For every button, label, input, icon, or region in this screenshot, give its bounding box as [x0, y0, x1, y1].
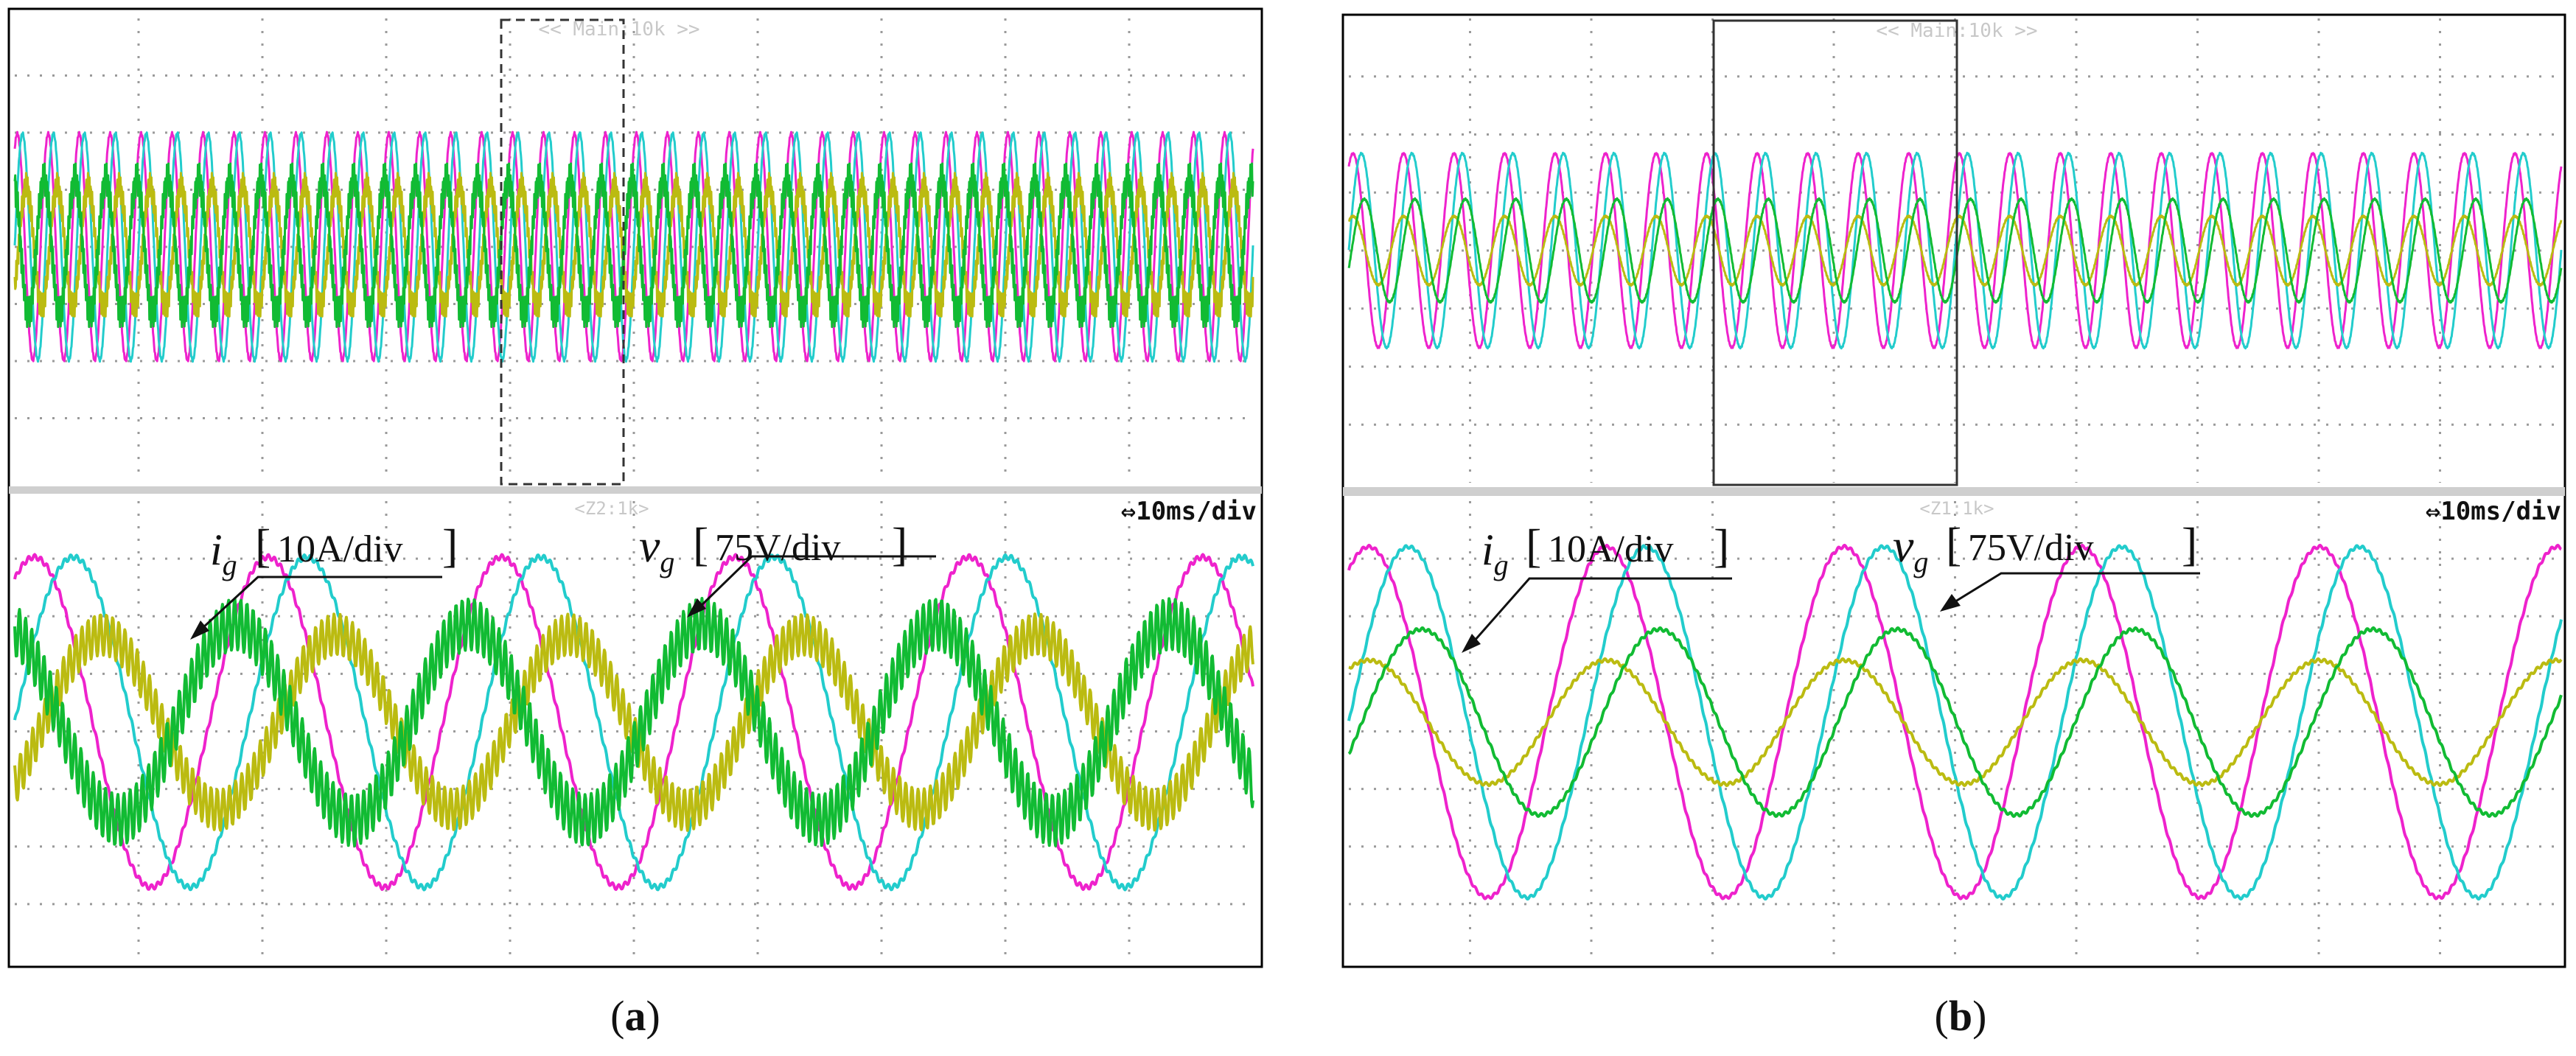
panel-b-current-sub: g	[1494, 548, 1509, 581]
svg-text:[: [	[693, 518, 708, 570]
panel-b-main-grid	[1349, 18, 2561, 483]
panel-b-current-arrowhead	[1462, 634, 1481, 653]
svg-text:ig: ig	[1481, 525, 1509, 581]
trace-v-g-phase-2	[1347, 151, 2563, 350]
trace-i-g-phase-2	[13, 597, 1254, 847]
panel-a-voltage-arrowhead	[687, 598, 706, 618]
trace-v-g-phase-1	[1347, 152, 2563, 349]
panel-a-current-arrowhead	[190, 620, 209, 640]
panel-b-zoom-header: <Z1:1k>	[1919, 498, 1994, 519]
panel-a-zoom-box	[500, 18, 625, 486]
trace-i-g-phase-2	[1347, 197, 2563, 304]
panel-a-zoom-header: <Z2:1k>	[574, 498, 649, 519]
svg-text:]: ]	[442, 520, 458, 572]
panel-a-main-traces	[13, 130, 1254, 363]
panel-a-zoom-window: <Z2:1k> ⇔10ms/div ig [ 10A/div ] vg [ 75…	[13, 497, 1257, 962]
panel-a-voltage-leader	[699, 555, 936, 608]
svg-text:[: [	[1946, 518, 1961, 570]
panel-a-main-header: << Main:10k >>	[538, 18, 699, 41]
trace-v-g-phase-2	[13, 131, 1254, 363]
svg-text:ig: ig	[210, 525, 237, 581]
panel-b-main-window: << Main:10k >>	[1347, 18, 2563, 486]
panel-a-voltage-annotation: vg [ 75V/div ]	[639, 518, 936, 618]
svg-text:vg: vg	[1893, 520, 1928, 578]
panel-b-current-leader	[1473, 577, 1732, 642]
panel-a-voltage-sub: g	[660, 545, 674, 578]
panel-a-current-annotation: ig [ 10A/div ]	[190, 520, 458, 640]
svg-text:[: [	[1526, 520, 1541, 572]
trace-i-g-phase-2	[13, 162, 1254, 329]
panel-b-label: (b)	[1935, 992, 1987, 1040]
svg-text:vg: vg	[639, 520, 674, 578]
panel-a-current-leader	[201, 576, 442, 629]
panel-b-voltage-scale: 75V/div	[1968, 527, 2093, 569]
panel-a-voltage-symbol: v	[639, 520, 660, 572]
trace-v-g-phase-2	[1347, 544, 2563, 901]
svg-text:]: ]	[892, 518, 907, 570]
panel-b: << Main:10k >> <Z1:1k> ⇔10ms/div ig [ 10…	[1341, 13, 2566, 1040]
panel-a: << Main:10k >> <Z2:1k> ⇔10ms/div ig [ 10…	[7, 7, 1263, 1040]
trace-i-g-phase-1	[1347, 214, 2563, 287]
panel-b-current-symbol: i	[1481, 525, 1494, 574]
panel-b-current-annotation: ig [ 10A/div ]	[1462, 520, 1732, 653]
panel-b-main-traces	[1347, 151, 2563, 350]
panel-a-timebase: ⇔10ms/div	[1121, 497, 1257, 526]
panel-a-current-sub: g	[223, 548, 237, 581]
panel-b-timebase: ⇔10ms/div	[2426, 497, 2561, 526]
panel-a-voltage-scale: 75V/div	[715, 527, 840, 569]
panel-b-zoom-traces	[1347, 543, 2563, 901]
panel-a-main-grid	[15, 18, 1253, 475]
trace-i-g-phase-2	[1347, 626, 2563, 818]
panel-b-voltage-leader	[1952, 572, 2200, 604]
svg-text:]: ]	[2182, 518, 2197, 570]
panel-a-zoom-traces	[13, 553, 1254, 892]
panel-a-current-scale: 10A/div	[277, 528, 402, 570]
panel-b-voltage-symbol: v	[1893, 520, 1914, 572]
panel-b-zoom-window: <Z1:1k> ⇔10ms/div ig [ 10A/div ] vg [ 75…	[1347, 497, 2563, 962]
panel-b-voltage-arrowhead	[1940, 594, 1961, 612]
panel-b-voltage-annotation: vg [ 75V/div ]	[1893, 518, 2200, 612]
panel-a-main-window: << Main:10k >>	[13, 18, 1254, 486]
panel-a-current-symbol: i	[210, 525, 223, 574]
panel-a-label: (a)	[610, 992, 660, 1040]
trace-i-g-phase-1	[1347, 657, 2563, 787]
panel-b-zoom-box	[1712, 19, 1958, 486]
panel-b-current-scale: 10A/div	[1548, 528, 1673, 570]
svg-text:[: [	[255, 520, 270, 572]
panel-b-voltage-sub: g	[1913, 545, 1928, 578]
svg-text:]: ]	[1714, 520, 1729, 572]
